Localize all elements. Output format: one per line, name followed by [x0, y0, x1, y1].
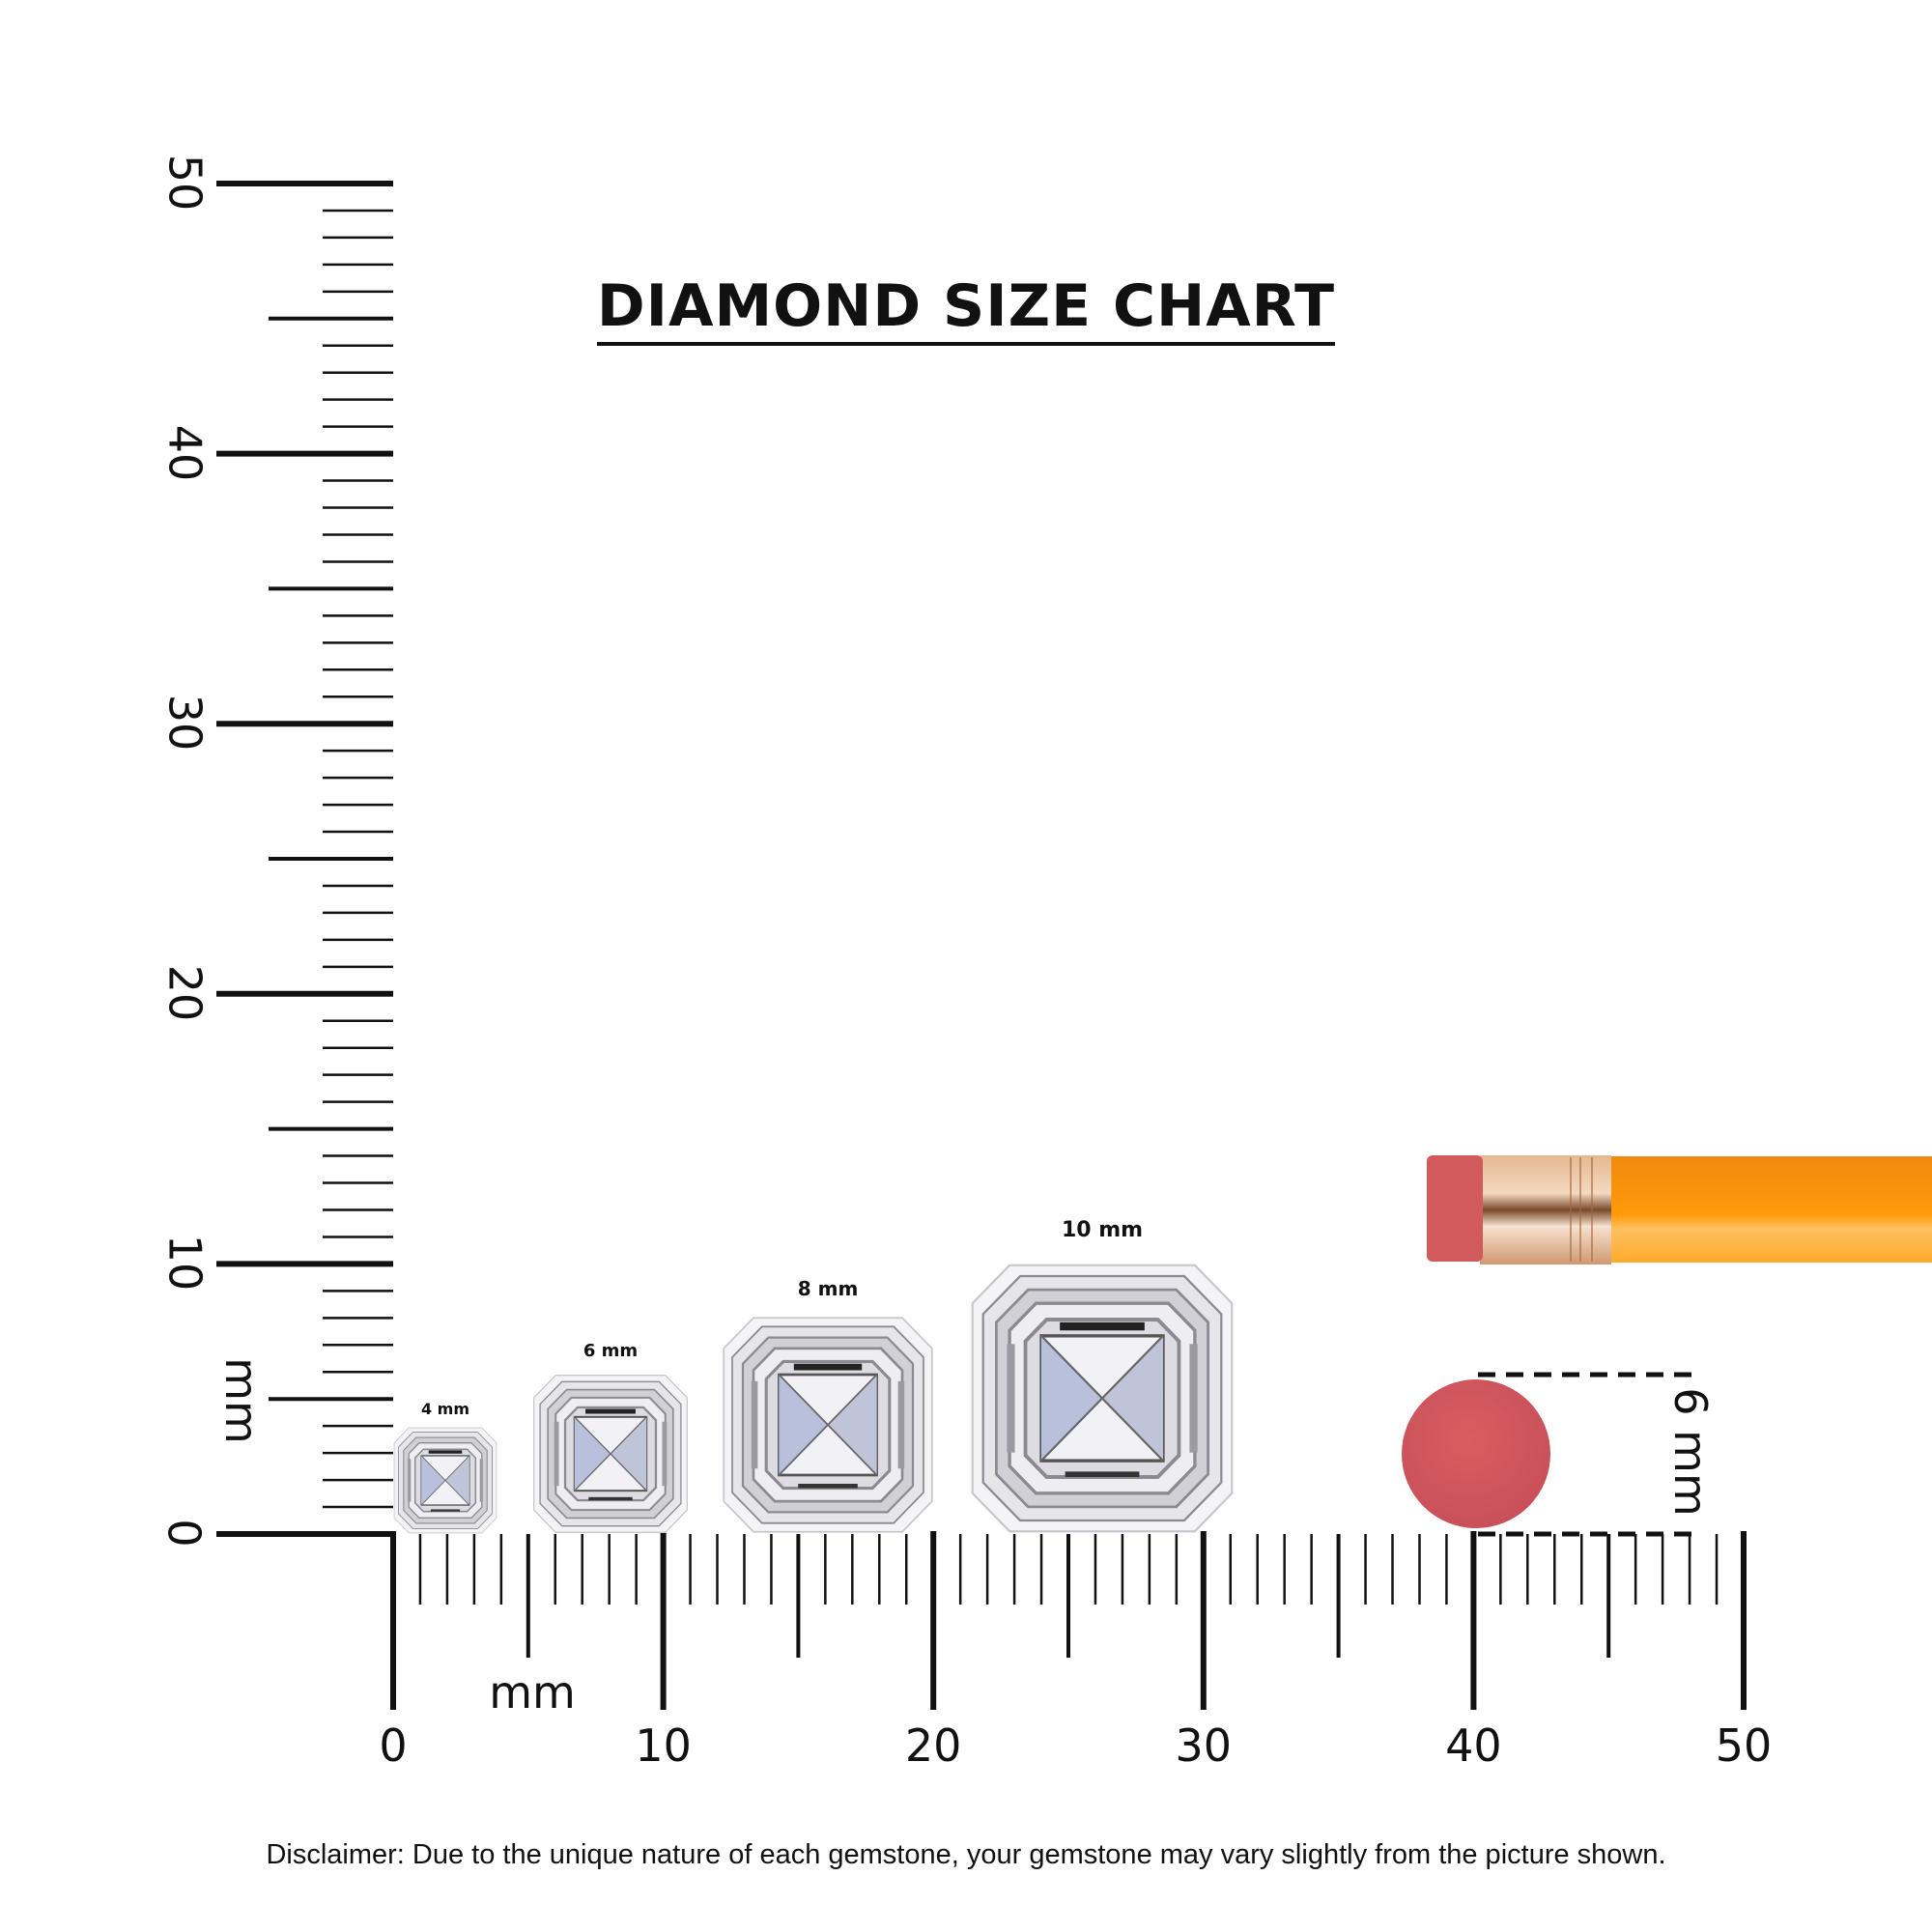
eraser-circle — [1402, 1379, 1550, 1528]
y-tick-label: 40 — [158, 424, 212, 481]
x-tick-label: 20 — [904, 1719, 962, 1772]
x-tick-label: 0 — [379, 1719, 408, 1772]
pencil-body — [1609, 1156, 1932, 1263]
y-tick-label: 0 — [157, 1519, 211, 1548]
pencil — [1427, 1155, 1932, 1264]
pencil-ferrule — [1480, 1155, 1611, 1264]
diamond-size-label: 4 mm — [420, 1400, 470, 1418]
y-tick-label: 10 — [158, 1235, 212, 1292]
diamond-image — [532, 1374, 689, 1534]
x-tick-label: 50 — [1715, 1719, 1773, 1772]
x-unit-label: mm — [489, 1666, 576, 1719]
page-title: DIAMOND SIZE CHART — [0, 272, 1932, 346]
x-tick-label: 30 — [1175, 1719, 1233, 1772]
diamond-size-label: 6 mm — [582, 1341, 639, 1361]
diamond-size-label: 10 mm — [1061, 1218, 1144, 1242]
pencil-eraser — [1427, 1155, 1483, 1262]
diamond-image — [393, 1427, 497, 1534]
eraser-size-label: 6 mm — [1663, 1387, 1717, 1517]
x-tick-label: 40 — [1445, 1719, 1502, 1772]
y-tick-label: 30 — [158, 694, 212, 752]
diamond-size-label: 8 mm — [797, 1277, 859, 1300]
disclaimer: Disclaimer: Due to the unique nature of … — [266, 1839, 1666, 1870]
x-tick-label: 10 — [635, 1719, 692, 1772]
y-unit-label: mm — [214, 1357, 268, 1444]
diamond-image — [971, 1264, 1234, 1533]
y-tick-label: 20 — [158, 964, 212, 1022]
y-tick-label: 50 — [158, 154, 212, 212]
eraser-comparison — [1402, 1372, 1700, 1537]
diamond-image — [723, 1317, 933, 1533]
